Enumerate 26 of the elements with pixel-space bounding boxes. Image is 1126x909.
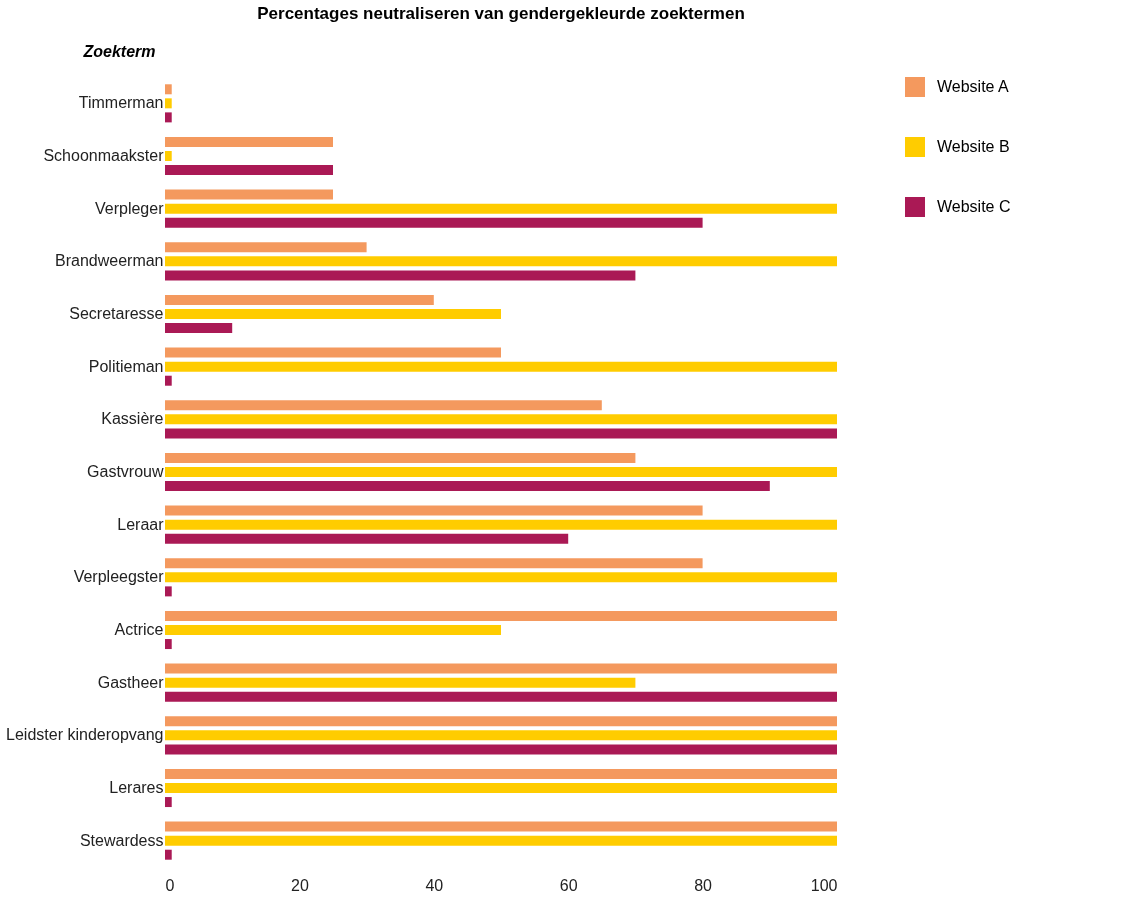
x-tick-label: 80 [694, 876, 713, 894]
legend-label: Website A [937, 78, 1010, 95]
y-tick-label: Brandweerman [55, 252, 164, 270]
legend-label: Website B [937, 138, 1010, 155]
x-tick-label: 60 [559, 876, 578, 894]
chart-title: Percentages neutraliseren van gendergekleurde zoektermen [257, 4, 745, 23]
y-tick-label: Gastvrouw [87, 463, 164, 480]
y-axis-title: Zoekterm [82, 42, 156, 60]
y-tick-label: Verpleger [95, 199, 165, 217]
y-tick-label: Actrice [114, 621, 164, 638]
y-tick-label: Secretaresse [69, 305, 164, 322]
y-tick-label: Stewardess [79, 831, 164, 849]
y-tick-label: Leidster kinderopvang [6, 726, 164, 744]
y-tick-label: Politieman [88, 357, 164, 375]
y-tick-label: Timmerman [78, 94, 164, 112]
legend-label: Website C [937, 198, 1011, 215]
y-tick-label: Lerares [109, 779, 164, 796]
y-tick-label: Kassière [101, 410, 164, 428]
y-tick-label: Gastheer [97, 673, 165, 691]
x-tick-label: 100 [810, 876, 838, 894]
y-tick-label: Verpleegster [73, 568, 165, 586]
x-tick-label: 0 [165, 876, 175, 894]
y-tick-label: Leraar [117, 515, 165, 533]
x-tick-label: 40 [425, 876, 444, 894]
x-tick-label: 20 [291, 876, 309, 894]
y-tick-label: Schoonmaakster [43, 147, 165, 164]
